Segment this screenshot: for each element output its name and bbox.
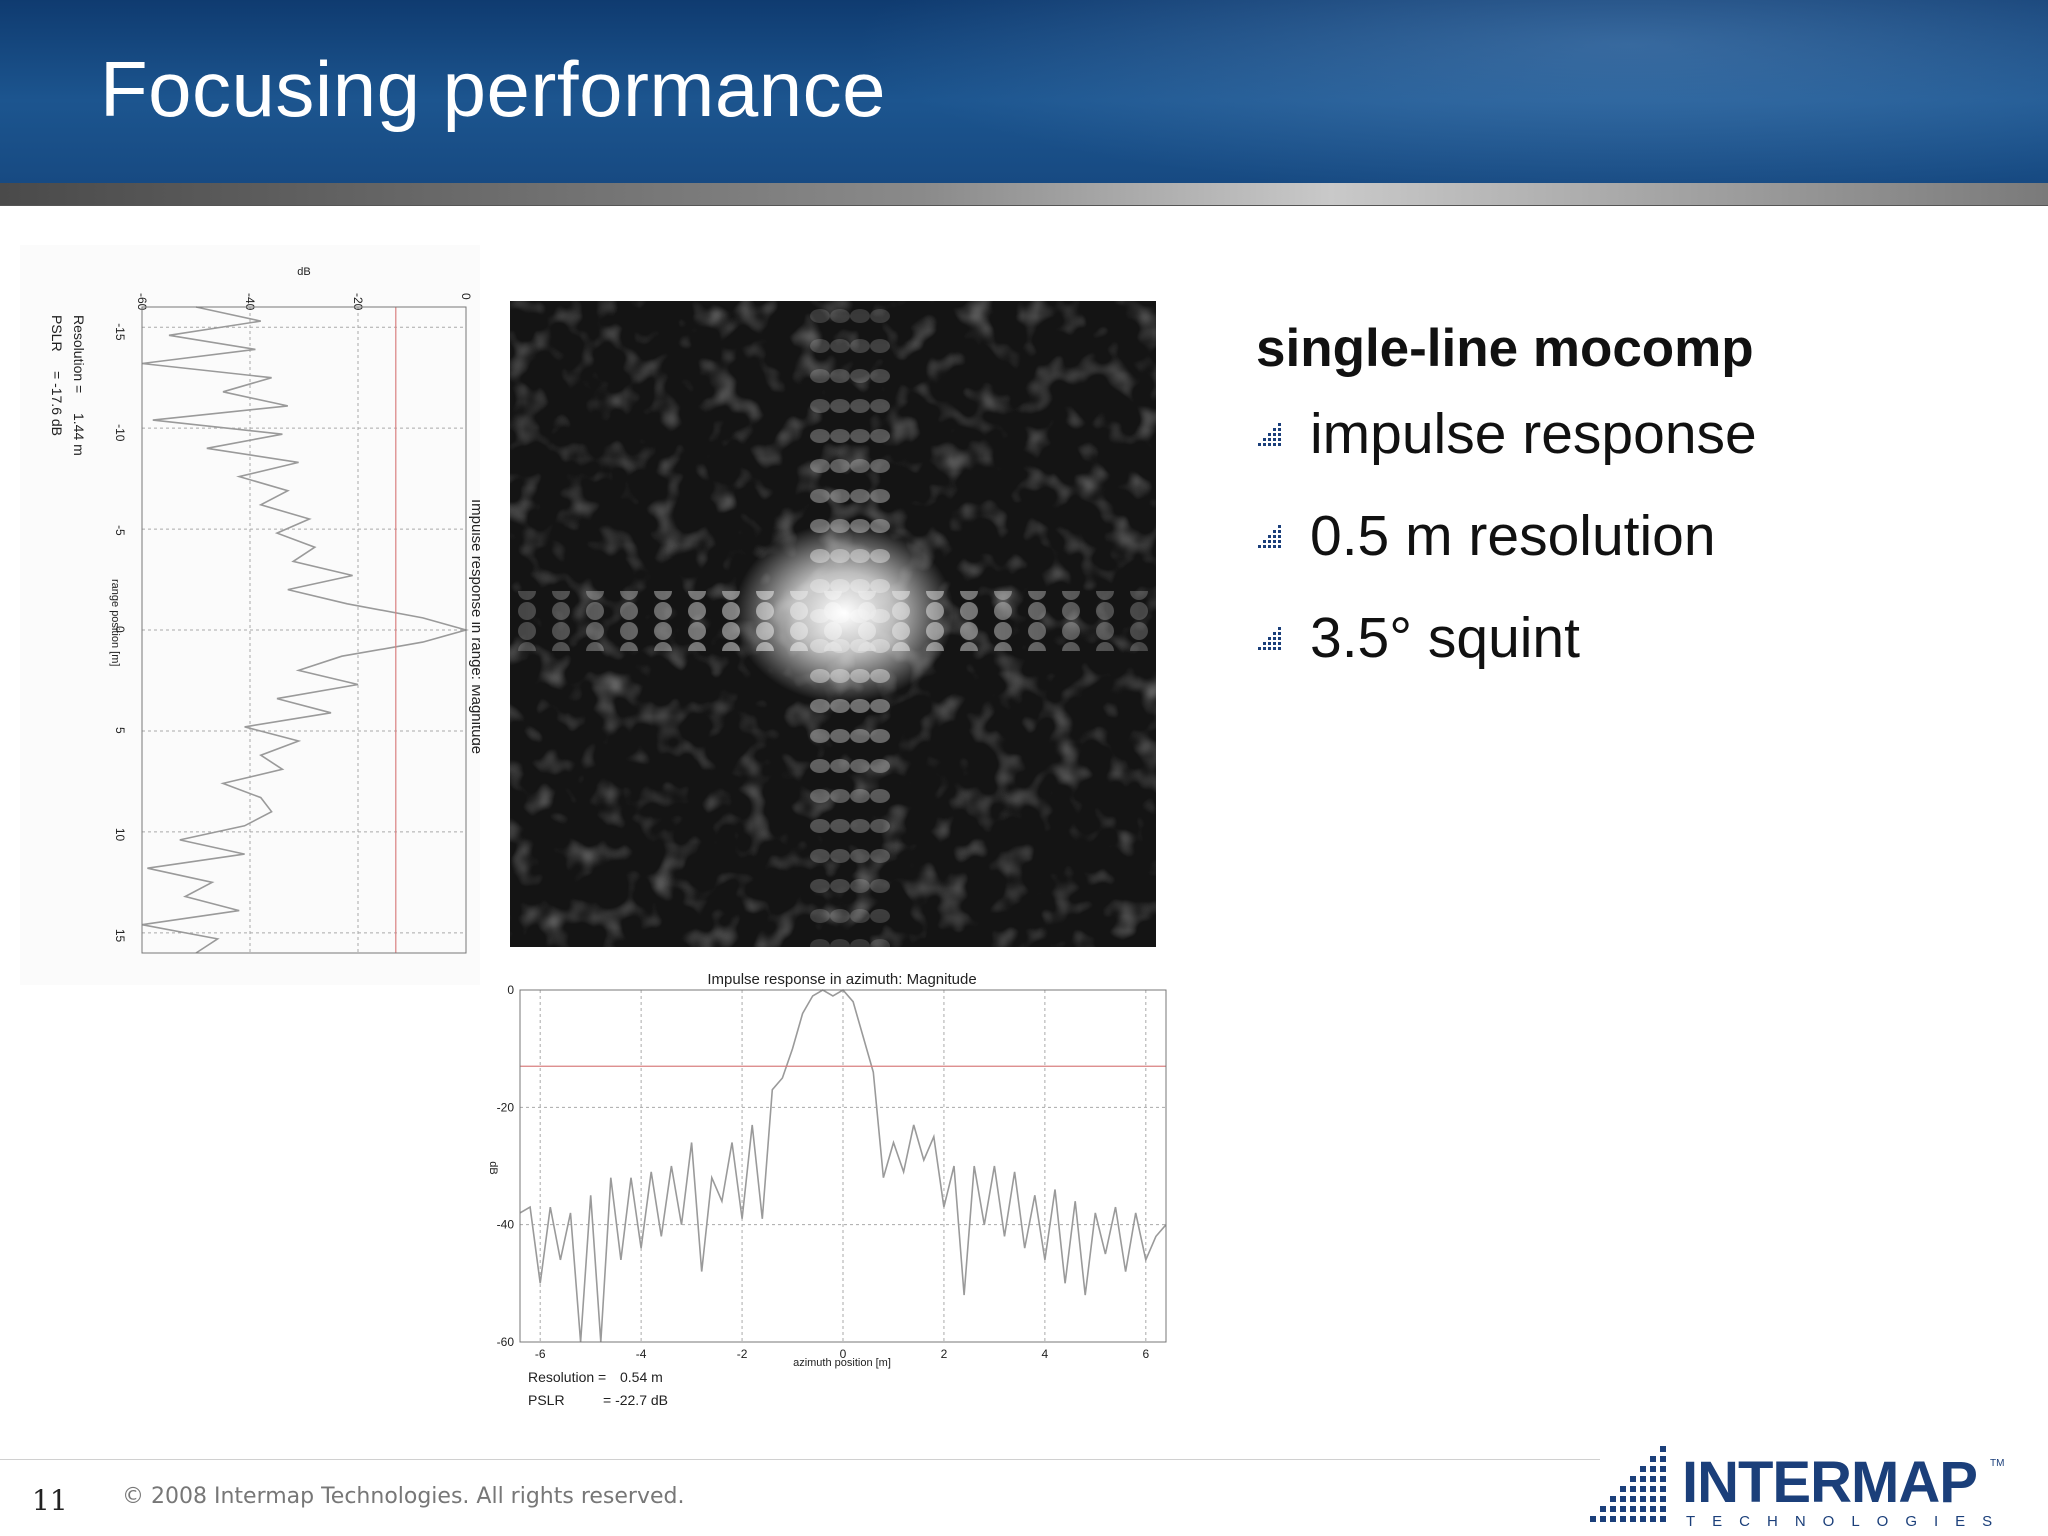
azimuth-plot-frame [519, 989, 1167, 1343]
bullet-text: 3.5° squint [1310, 606, 1580, 670]
range-pslr-value: = -17.6 dB [49, 371, 65, 436]
range-pslr-label: PSLR [49, 315, 65, 352]
footer-divider [0, 1459, 1600, 1460]
azimuth-tick-x: -4 [636, 1347, 647, 1361]
azimuth-tick-y: 0 [507, 983, 514, 997]
azimuth-impulse-chart: Impulse response in azimuth: Magnitude -… [470, 960, 1180, 1420]
logo-subtitle: TECHNOLOGIES [1686, 1513, 2009, 1530]
bullet-item: 0.5 m resolution [1256, 503, 1757, 569]
azimuth-grid [520, 989, 1166, 1343]
azimuth-resolution-value: 0.54 m [620, 1369, 663, 1385]
range-y-axis-label: dB [297, 266, 310, 278]
range-tick-pos: -10 [113, 424, 127, 442]
azimuth-tick-y: -20 [497, 1100, 515, 1114]
range-x-axis-label: range position [m] [109, 579, 121, 666]
azimuth-ticks: -6 -4 -2 0 2 4 60-20-40-60 [497, 983, 1150, 1361]
bullet-item: impulse response [1256, 401, 1757, 467]
logo-trademark: TM [1990, 1458, 2004, 1469]
range-tick-pos: 5 [113, 727, 127, 734]
bullet-text: 0.5 m resolution [1310, 504, 1716, 568]
intermap-logo: INTERMAP TM TECHNOLOGIES [1590, 1446, 2009, 1530]
azimuth-tick-x: -2 [737, 1347, 748, 1361]
bullet-heading: single-line mocomp [1256, 319, 1754, 378]
range-impulse-chart: -60 -40 -20 0 -15 -10 -5 0 5 10 15 dB Impulse resp… [20, 245, 485, 985]
range-tick-pos: 15 [113, 929, 127, 943]
range-resolution-value: 1.44 m [71, 413, 87, 456]
bullet-item: 3.5° squint [1256, 605, 1757, 671]
range-resolution-label: Resolution = [71, 315, 87, 393]
azimuth-y-axis-label: dB [487, 1161, 499, 1174]
azimuth-chart-title: Impulse response in azimuth: Magnitude [707, 971, 976, 988]
azimuth-tick-y: -60 [497, 1335, 515, 1349]
range-chart-title: Impulse response in range: Magnitude [468, 499, 480, 754]
copyright-text: © 2008 Intermap Technologies. All rights… [122, 1484, 685, 1509]
range-chart-svg: -60 -40 -20 0 -15 -10 -5 0 5 10 15 dB Impulse resp… [49, 266, 485, 954]
azimuth-tick-x: 4 [1042, 1347, 1049, 1361]
bullet-triangle-icon [1258, 525, 1281, 548]
azimuth-tick-x: 0 [840, 1347, 847, 1361]
azimuth-tick-y: -40 [497, 1218, 515, 1232]
range-tick-db: -20 [351, 293, 365, 311]
title-banner: Focusing performance [0, 0, 2048, 183]
logo-triangle-icon [1590, 1446, 1666, 1522]
azimuth-tick-x: -6 [535, 1347, 546, 1361]
azimuth-pslr-value: = -22.7 dB [603, 1392, 668, 1408]
azimuth-tick-x: 6 [1142, 1347, 1149, 1361]
range-plot-frame [141, 306, 467, 954]
bullet-list: single-line mocomp impulse response 0.5 … [1256, 318, 1757, 707]
slide-title: Focusing performance [100, 45, 887, 133]
range-ticks: -60 -40 -20 0 -15 -10 -5 0 5 10 15 [113, 293, 473, 942]
azimuth-x-axis-label: azimuth position [m] [793, 1357, 891, 1369]
range-tick-pos: -5 [113, 525, 127, 536]
range-tick-db: -60 [135, 293, 149, 311]
range-tick-pos: -15 [113, 323, 127, 341]
azimuth-tick-x: 2 [941, 1347, 948, 1361]
bullet-text: impulse response [1310, 402, 1757, 466]
azimuth-resolution-label: Resolution = [528, 1369, 606, 1385]
azimuth-chart-svg: Impulse response in azimuth: Magnitude -… [487, 971, 1167, 1408]
slide-number: 11 [32, 1484, 68, 1517]
range-tick-pos: 10 [113, 828, 127, 842]
azimuth-pslr-label: PSLR [528, 1392, 565, 1408]
range-tick-db: 0 [459, 293, 473, 300]
sar-impulse-image [510, 301, 1156, 947]
range-tick-db: -40 [243, 293, 257, 311]
banner-stripe [0, 183, 2048, 206]
logo-wordmark: INTERMAP [1682, 1450, 1977, 1515]
bullet-triangle-icon [1258, 423, 1281, 446]
range-grid [141, 307, 467, 953]
bullet-triangle-icon [1258, 627, 1281, 650]
range-tick-pos: 0 [113, 626, 127, 633]
banner-sheen [848, 0, 2048, 183]
